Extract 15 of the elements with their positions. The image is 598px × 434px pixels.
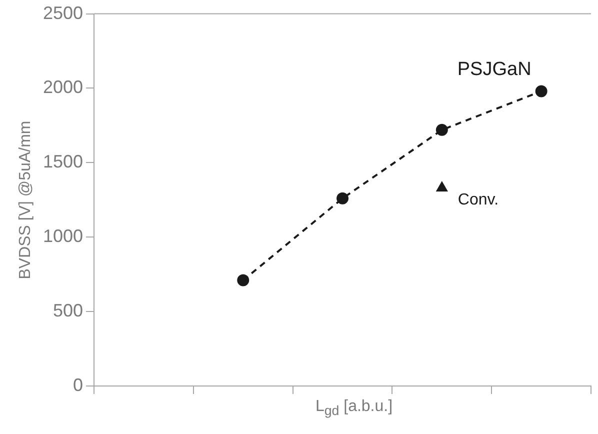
point — [535, 85, 548, 98]
point — [436, 182, 448, 192]
y-tick-label: 2000 — [42, 77, 84, 98]
y-tick-label: 1500 — [42, 152, 84, 172]
y-tick-label: 0 — [73, 374, 84, 395]
y-axis-title: BVDSS [V] @5uA/mm — [17, 120, 35, 280]
series-label: PSJGaN — [457, 58, 532, 80]
y-tick-label: 500 — [52, 300, 84, 321]
y-tick-label: 2500 — [42, 2, 84, 23]
point — [436, 124, 448, 136]
x-axis-title: L$_{gd}$ [a.b.u.] — [314, 398, 394, 418]
series-label: Conv. — [458, 191, 499, 208]
point — [237, 274, 250, 286]
y-tick-label: 1000 — [42, 226, 84, 246]
point — [336, 192, 349, 204]
